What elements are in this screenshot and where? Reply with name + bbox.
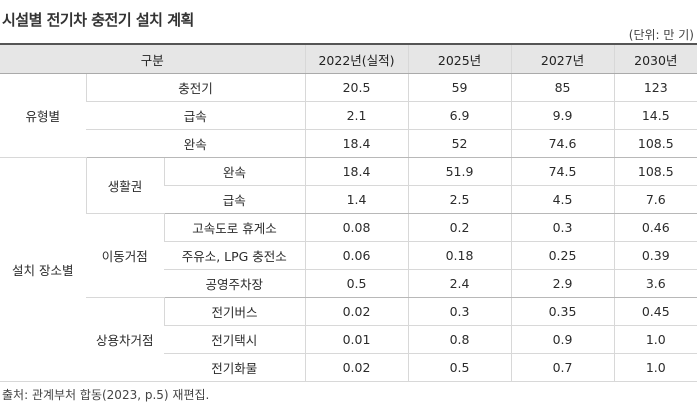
cell-value: 0.5 xyxy=(407,353,512,382)
table-row: 급속 1.4 2.5 4.5 7.6 xyxy=(0,185,698,214)
cell-value: 2.1 xyxy=(304,101,409,130)
cell-value: 0.45 xyxy=(613,297,698,326)
cell-value: 52 xyxy=(407,129,512,158)
header-year: 2025년 xyxy=(407,44,512,74)
row-item: 전기버스 xyxy=(163,297,306,326)
header-row: 구분 2022년(실적) 2025년 2027년 2030년 xyxy=(0,44,698,74)
row-item: 급속 xyxy=(86,101,306,130)
header-category: 구분 xyxy=(0,44,306,74)
source-note: 출처: 관계부처 합동(2023, p.5) 재편집. xyxy=(2,388,210,402)
cell-value: 18.4 xyxy=(304,129,409,158)
cell-value: 0.25 xyxy=(510,241,615,270)
subgroup-label: 상용차거점 xyxy=(86,297,164,382)
table-row: 상용차거점 전기버스 0.02 0.3 0.35 0.45 xyxy=(0,297,698,382)
row-item: 전기화물 xyxy=(164,353,306,382)
cell-value: 74.6 xyxy=(510,129,615,158)
cell-value: 0.3 xyxy=(510,213,615,242)
cell-value: 0.35 xyxy=(510,297,615,326)
header-year: 2022년(실적) xyxy=(304,44,409,74)
table-row: 유형별 충전기 20.5 59 85 123 xyxy=(0,73,698,158)
table-row: 전기택시 0.01 0.8 0.9 1.0 xyxy=(0,325,698,354)
cell-value: 3.6 xyxy=(613,269,698,298)
cell-value: 0.9 xyxy=(510,325,615,354)
table-row: 급속 2.1 6.9 9.9 14.5 xyxy=(0,101,698,130)
cell-value: 0.02 xyxy=(304,297,409,326)
cell-value: 0.3 xyxy=(407,297,512,326)
cell-value: 0.06 xyxy=(304,241,409,270)
cell-value: 59 xyxy=(407,73,512,102)
cell-value: 7.6 xyxy=(613,185,698,214)
header-year: 2027년 xyxy=(510,44,615,74)
cell-value: 2.5 xyxy=(407,185,512,214)
cell-value: 0.02 xyxy=(304,353,409,382)
cell-value: 0.2 xyxy=(407,213,512,242)
charger-plan-table: 구분 2022년(실적) 2025년 2027년 2030년 유형별 충전기 2… xyxy=(0,43,698,382)
cell-value: 0.08 xyxy=(304,213,409,242)
cell-value: 0.8 xyxy=(407,325,512,354)
group-label-by-type: 유형별 xyxy=(0,73,86,158)
row-item: 급속 xyxy=(164,185,306,214)
cell-value: 9.9 xyxy=(510,101,615,130)
cell-value: 1.0 xyxy=(613,325,698,354)
cell-value: 18.4 xyxy=(304,157,409,186)
row-item: 주유소, LPG 충전소 xyxy=(164,241,306,270)
table-row: 설치 장소별 생활권 완속 18.4 51.9 74.5 108.5 xyxy=(0,157,698,382)
row-item: 고속도로 휴게소 xyxy=(163,213,306,242)
row-item: 전기택시 xyxy=(164,325,306,354)
cell-value: 51.9 xyxy=(407,157,512,186)
unit-note: (단위: 만 기) xyxy=(628,28,694,42)
cell-value: 0.39 xyxy=(613,241,698,270)
cell-value: 108.5 xyxy=(613,157,698,186)
table-row: 전기화물 0.02 0.5 0.7 1.0 xyxy=(0,353,698,382)
table-row: 이동거점 고속도로 휴게소 0.08 0.2 0.3 0.46 xyxy=(0,213,698,298)
cell-value: 2.9 xyxy=(510,269,615,298)
row-item: 공영주차장 xyxy=(164,269,306,298)
cell-value: 0.46 xyxy=(613,213,698,242)
cell-value: 0.5 xyxy=(304,269,409,298)
cell-value: 1.4 xyxy=(304,185,409,214)
cell-value: 85 xyxy=(510,73,615,102)
cell-value: 20.5 xyxy=(304,73,409,102)
cell-value: 0.18 xyxy=(407,241,512,270)
page-title: 시설별 전기차 충전기 설치 계획 xyxy=(2,11,194,29)
cell-value: 108.5 xyxy=(613,129,698,158)
cell-value: 0.01 xyxy=(304,325,409,354)
subgroup-label: 생활권 xyxy=(85,157,164,214)
header-year: 2030년 xyxy=(613,44,698,74)
cell-value: 123 xyxy=(613,73,698,102)
cell-value: 0.7 xyxy=(510,353,615,382)
table-row: 공영주차장 0.5 2.4 2.9 3.6 xyxy=(0,269,698,298)
cell-value: 74.5 xyxy=(510,157,615,186)
table-row: 완속 18.4 52 74.6 108.5 xyxy=(0,129,698,158)
cell-value: 2.4 xyxy=(407,269,512,298)
group-label-by-location: 설치 장소별 xyxy=(0,157,86,382)
table-row: 주유소, LPG 충전소 0.06 0.18 0.25 0.39 xyxy=(0,241,698,270)
row-item: 완속 xyxy=(163,157,306,186)
row-item: 충전기 xyxy=(85,73,306,102)
cell-value: 4.5 xyxy=(510,185,615,214)
subgroup-label: 이동거점 xyxy=(86,213,164,298)
cell-value: 6.9 xyxy=(407,101,512,130)
cell-value: 1.0 xyxy=(613,353,698,382)
row-item: 완속 xyxy=(86,129,306,158)
cell-value: 14.5 xyxy=(613,101,698,130)
